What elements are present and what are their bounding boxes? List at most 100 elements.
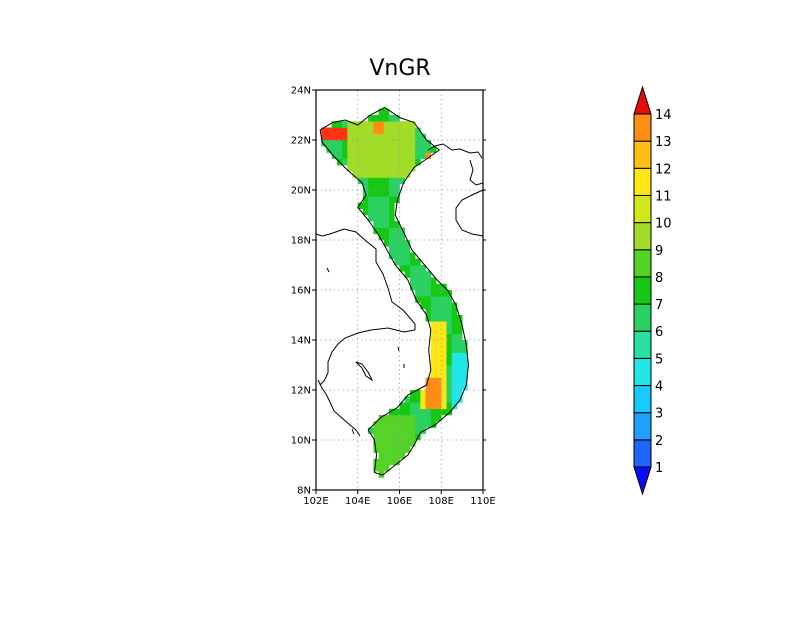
data-cell bbox=[383, 165, 390, 172]
lat-label: 8N bbox=[297, 486, 311, 497]
data-cell bbox=[451, 358, 458, 366]
data-cell bbox=[415, 140, 421, 147]
data-cell bbox=[441, 290, 447, 297]
data-cell bbox=[383, 108, 390, 116]
data-cell bbox=[420, 133, 426, 141]
data-cell bbox=[394, 233, 400, 241]
data-cell bbox=[436, 371, 442, 378]
colorbar-label: 7 bbox=[655, 298, 663, 313]
data-cell bbox=[399, 233, 406, 241]
data-cell bbox=[456, 383, 463, 391]
data-cell bbox=[446, 333, 452, 341]
data-cell bbox=[373, 221, 379, 228]
data-cell bbox=[383, 240, 390, 247]
small-islands bbox=[326, 267, 405, 435]
data-cell bbox=[436, 283, 442, 291]
data-cell bbox=[404, 427, 411, 435]
data-cell bbox=[409, 158, 416, 166]
data-cell bbox=[399, 165, 406, 172]
data-cell bbox=[326, 146, 332, 153]
data-cell bbox=[415, 390, 421, 397]
data-cell bbox=[441, 365, 447, 372]
data-cell bbox=[373, 427, 379, 435]
data-cell bbox=[451, 377, 458, 385]
data-cell bbox=[399, 265, 406, 272]
data-cell bbox=[415, 421, 421, 428]
data-cell bbox=[357, 140, 364, 147]
data-cell bbox=[326, 127, 332, 135]
data-cell bbox=[436, 296, 442, 303]
data-cell bbox=[394, 133, 400, 141]
data-cell bbox=[436, 315, 442, 322]
colorbar-label: 9 bbox=[655, 244, 663, 259]
data-cell bbox=[383, 158, 390, 166]
data-cell bbox=[446, 302, 452, 310]
colorbar-swatch bbox=[633, 385, 652, 414]
data-cell bbox=[441, 308, 447, 316]
data-cell bbox=[331, 140, 338, 147]
data-cell bbox=[420, 277, 426, 285]
data-cell bbox=[389, 183, 395, 191]
data-cell bbox=[362, 158, 369, 166]
data-cell bbox=[446, 321, 452, 328]
colorbar-swatch bbox=[633, 303, 652, 332]
data-cell bbox=[373, 158, 379, 166]
data-cell bbox=[342, 127, 348, 135]
data-cell bbox=[404, 152, 411, 160]
data-cell bbox=[394, 415, 400, 422]
data-cell bbox=[451, 308, 458, 316]
data-cell bbox=[425, 140, 432, 147]
data-cell bbox=[378, 465, 385, 472]
data-cell bbox=[451, 383, 458, 391]
data-cell bbox=[352, 127, 359, 135]
data-cell bbox=[326, 140, 332, 147]
lat-label: 24N bbox=[291, 86, 311, 97]
data-cell bbox=[383, 140, 390, 147]
data-cell bbox=[394, 227, 400, 235]
data-cell bbox=[404, 433, 411, 441]
data-cell bbox=[368, 146, 374, 153]
data-cell bbox=[430, 315, 437, 322]
data-cell bbox=[415, 408, 421, 416]
data-cell bbox=[409, 421, 416, 428]
colorbar-label: 11 bbox=[655, 189, 672, 204]
data-cell bbox=[373, 465, 379, 472]
data-cell bbox=[436, 308, 442, 316]
data-cell bbox=[378, 433, 385, 441]
data-cell bbox=[357, 127, 364, 135]
data-cell bbox=[456, 390, 463, 397]
data-cell bbox=[378, 165, 385, 172]
lon-label: 106E bbox=[387, 496, 412, 507]
data-cell bbox=[394, 446, 400, 453]
data-cell bbox=[394, 183, 400, 191]
data-cell bbox=[409, 258, 416, 266]
data-cell bbox=[409, 402, 416, 410]
data-cell bbox=[389, 165, 395, 172]
data-cell bbox=[441, 383, 447, 391]
data-cell bbox=[425, 277, 432, 285]
data-cell bbox=[451, 340, 458, 347]
data-cell bbox=[378, 452, 385, 460]
data-cell bbox=[378, 196, 385, 203]
data-cell bbox=[362, 140, 369, 147]
data-cell bbox=[362, 152, 369, 160]
data-cell bbox=[383, 115, 390, 122]
data-cell bbox=[399, 402, 406, 410]
data-cell bbox=[383, 458, 390, 466]
data-cell bbox=[451, 396, 458, 403]
data-cell bbox=[389, 115, 395, 122]
data-cell bbox=[456, 358, 463, 366]
data-cell bbox=[436, 340, 442, 347]
data-cell bbox=[420, 140, 426, 147]
data-cell bbox=[394, 246, 400, 253]
data-cell bbox=[441, 296, 447, 303]
data-cell bbox=[357, 133, 364, 141]
data-cell bbox=[362, 202, 369, 210]
data-cell bbox=[394, 140, 400, 147]
data-cell bbox=[420, 390, 426, 397]
data-cell bbox=[389, 252, 395, 260]
colorbar-swatch bbox=[633, 249, 652, 278]
data-cell bbox=[378, 458, 385, 466]
data-cell bbox=[430, 358, 437, 366]
data-cell bbox=[436, 415, 442, 422]
